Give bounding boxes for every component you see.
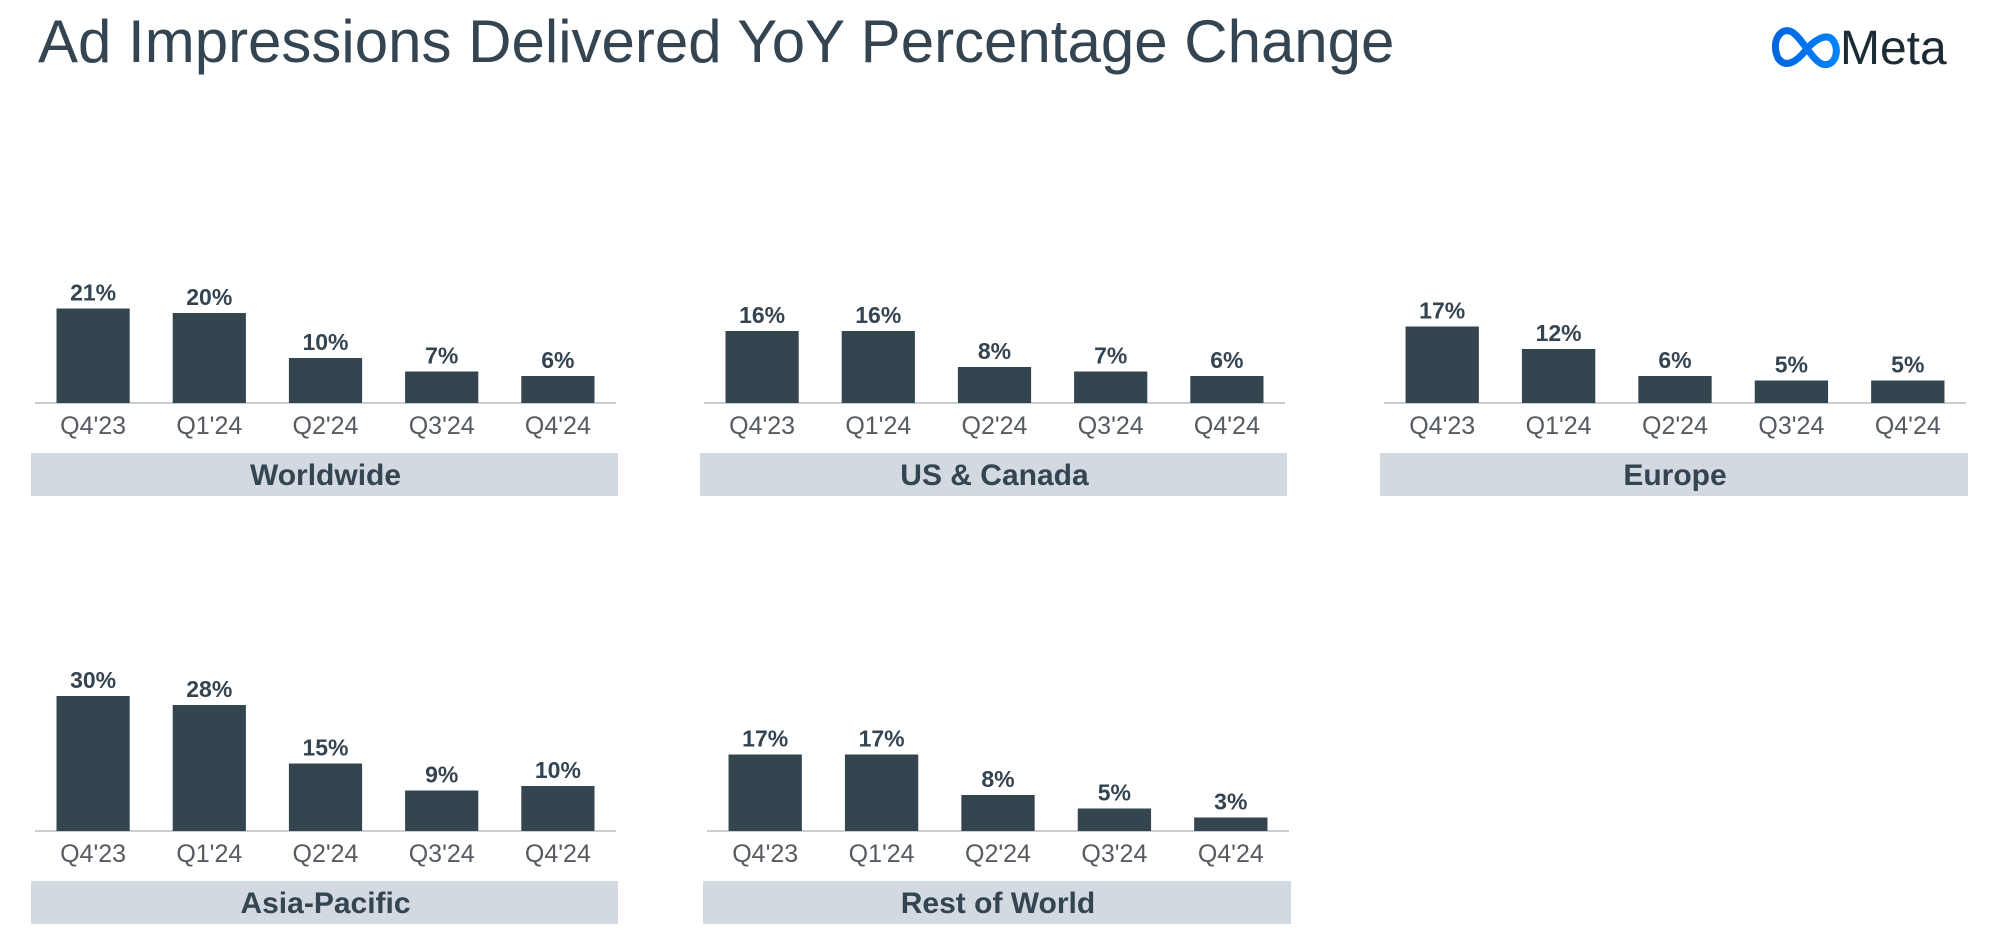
x-tick-label: Q4'23 — [60, 840, 126, 868]
x-tick-label: Q4'24 — [1875, 412, 1941, 440]
bar — [957, 367, 1032, 403]
x-tick-label: Q2'24 — [293, 840, 359, 868]
panel-label-box — [31, 881, 618, 924]
value-label: 21% — [70, 280, 116, 306]
panel-label-box — [31, 453, 618, 496]
value-label: 10% — [535, 757, 581, 783]
bar — [1077, 808, 1152, 831]
x-tick-label: Q1'24 — [849, 840, 915, 868]
x-tick-label: Q2'24 — [962, 412, 1028, 440]
x-tick-label: Q3'24 — [1081, 840, 1147, 868]
value-label: 20% — [186, 284, 232, 310]
x-tick-label: Q4'24 — [525, 840, 591, 868]
x-tick-label: Q3'24 — [1758, 412, 1824, 440]
value-label: 16% — [855, 302, 901, 328]
value-label: 16% — [739, 302, 785, 328]
bar — [405, 371, 479, 403]
bar — [521, 786, 595, 831]
x-tick-label: Q4'24 — [1198, 840, 1264, 868]
x-tick-label: Q1'24 — [176, 840, 242, 868]
bar — [1871, 380, 1945, 403]
bar — [521, 376, 595, 403]
x-tick-label: Q4'23 — [729, 412, 795, 440]
value-label: 8% — [981, 766, 1014, 792]
value-label: 7% — [1094, 343, 1127, 369]
panel-label-box — [1380, 453, 1968, 496]
x-tick-label: Q4'23 — [1409, 412, 1475, 440]
bar — [728, 754, 802, 831]
x-tick-label: Q3'24 — [409, 412, 475, 440]
bar — [405, 790, 479, 831]
bar — [844, 754, 919, 831]
panel-label-box — [703, 881, 1291, 924]
meta-logo-mark — [1771, 27, 1840, 69]
bar — [288, 358, 363, 403]
panel-title: Europe — [1623, 459, 1726, 492]
x-tick-label: Q3'24 — [409, 840, 475, 868]
bar — [1074, 371, 1148, 403]
value-label: 10% — [302, 329, 348, 355]
value-label: 5% — [1775, 352, 1808, 378]
bar — [56, 308, 130, 403]
panel-title: Asia-Pacific — [240, 887, 410, 920]
x-tick-label: Q4'24 — [1194, 412, 1260, 440]
value-label: 6% — [541, 347, 574, 373]
value-label: 30% — [70, 667, 116, 693]
x-tick-label: Q4'23 — [732, 840, 798, 868]
value-label: 17% — [1419, 298, 1465, 324]
bar — [288, 763, 363, 831]
value-label: 5% — [1891, 352, 1924, 378]
value-label: 17% — [742, 726, 788, 752]
bar — [961, 795, 1035, 831]
bar — [56, 696, 130, 831]
x-tick-label: Q1'24 — [845, 412, 911, 440]
x-tick-label: Q4'23 — [60, 412, 126, 440]
value-label: 3% — [1214, 789, 1247, 815]
value-label: 12% — [1536, 320, 1582, 346]
value-label: 28% — [186, 676, 232, 702]
x-tick-label: Q2'24 — [1642, 412, 1708, 440]
bar — [172, 313, 246, 403]
bar — [725, 331, 799, 403]
bar — [1194, 817, 1268, 831]
value-label: 8% — [978, 338, 1011, 364]
value-label: 7% — [425, 343, 458, 369]
panel-title: US & Canada — [900, 459, 1089, 492]
panel-title: Rest of World — [901, 887, 1095, 920]
bar — [841, 331, 915, 403]
value-label: 5% — [1098, 780, 1131, 806]
bar — [172, 705, 246, 831]
value-label: 15% — [302, 735, 348, 761]
panel-title: Worldwide — [250, 459, 401, 492]
x-tick-label: Q1'24 — [176, 412, 242, 440]
value-label: 17% — [859, 726, 905, 752]
value-label: 6% — [1658, 347, 1691, 373]
x-tick-label: Q2'24 — [293, 412, 359, 440]
x-tick-label: Q3'24 — [1078, 412, 1144, 440]
value-label: 6% — [1210, 347, 1243, 373]
x-tick-label: Q2'24 — [965, 840, 1031, 868]
bar — [1638, 376, 1712, 403]
bar — [1190, 376, 1264, 403]
meta-logo-text: Meta — [1840, 22, 1947, 75]
bar — [1754, 380, 1829, 403]
bar — [1521, 349, 1596, 403]
value-label: 9% — [425, 762, 458, 788]
x-tick-label: Q4'24 — [525, 412, 591, 440]
bar — [1405, 326, 1479, 403]
panel-label-box — [700, 453, 1287, 496]
x-tick-label: Q1'24 — [1526, 412, 1592, 440]
page-title: Ad Impressions Delivered YoY Percentage … — [38, 8, 1394, 75]
